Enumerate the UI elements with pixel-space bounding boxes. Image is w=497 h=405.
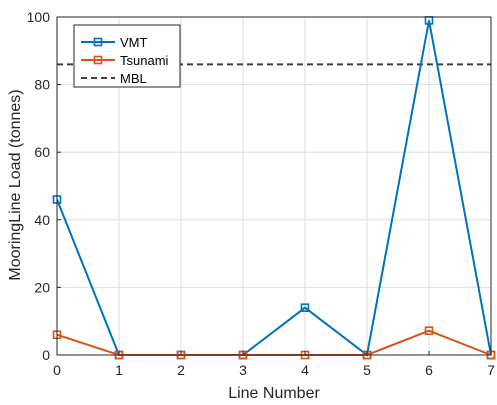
x-tick-label: 3 [239, 362, 247, 378]
x-tick-label: 5 [363, 362, 371, 378]
x-tick-label: 4 [301, 362, 309, 378]
legend: VMT Tsunami MBL [73, 24, 181, 88]
y-tick-label: 40 [34, 212, 50, 228]
x-tick-label: 0 [53, 362, 61, 378]
tick-labels: 0 1 2 3 4 5 6 7 0 20 40 60 80 100 [27, 9, 495, 378]
x-tick-label: 2 [177, 362, 185, 378]
data-point-tsunami [424, 326, 434, 335]
y-tick-label: 80 [34, 77, 50, 93]
legend-vmt-marker [93, 37, 103, 47]
y-axis-label: MooringLine Load (tonnes) [7, 89, 24, 280]
y-tick-label: 0 [42, 347, 50, 363]
x-tick-label: 1 [115, 362, 123, 378]
legend-mbl-label: MBL [120, 71, 147, 86]
x-tick-label: 7 [487, 362, 495, 378]
y-tick-label: 60 [34, 144, 50, 160]
y-tick-label: 100 [27, 9, 51, 25]
legend-tsunami-marker [93, 55, 103, 65]
x-tick-label: 6 [425, 362, 433, 378]
data-point-vmt [300, 303, 310, 312]
x-axis-label: Line Number [228, 385, 320, 402]
axes [56, 16, 492, 356]
y-tick-label: 20 [34, 279, 50, 295]
legend-tsunami-label: Tsunami [120, 53, 169, 68]
axes-box [56, 16, 492, 356]
legend-box [73, 24, 181, 88]
legend-vmt-label: VMT [120, 35, 148, 50]
